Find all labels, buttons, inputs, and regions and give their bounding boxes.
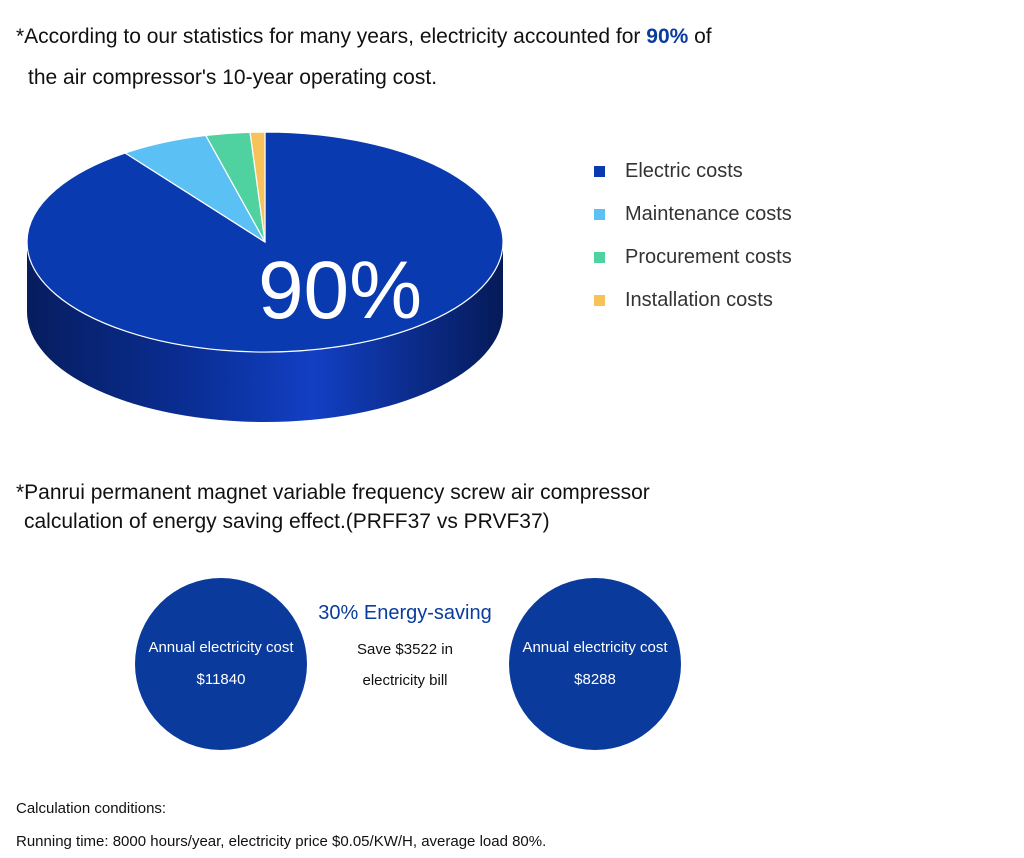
legend-swatch-installation: [594, 295, 605, 306]
pie-side-wall: [27, 242, 503, 422]
pie-side: [27, 242, 503, 422]
legend-item-maintenance: Maintenance costs: [590, 193, 792, 236]
after-cost-circle: Annual electricity cost $8288: [509, 578, 681, 750]
section2-line-2: calculation of energy saving effect.(PRF…: [24, 510, 550, 533]
before-cost-value: $11840: [196, 671, 246, 688]
legend-item-electric: Electric costs: [590, 150, 792, 193]
conditions-detail: Running time: 8000 hours/year, electrici…: [16, 833, 547, 850]
calculation-conditions: Calculation conditions: Running time: 80…: [16, 792, 546, 858]
savings-line-2: electricity bill: [362, 672, 448, 689]
legend-swatch-procurement: [594, 252, 605, 263]
legend-swatch-maintenance: [594, 209, 605, 220]
intro-line-1-prefix: *According to our statistics for many ye…: [16, 25, 647, 48]
after-cost-label: Annual electricity cost: [522, 639, 668, 656]
legend-label-procurement: Procurement costs: [625, 246, 792, 268]
legend-item-procurement: Procurement costs: [590, 236, 792, 279]
intro-accent-percent: 90%: [646, 25, 689, 48]
pie-slices: [26, 131, 504, 353]
intro-line-1: *According to our statistics for many ye…: [16, 16, 712, 57]
legend-label-installation: Installation costs: [625, 289, 773, 311]
before-cost-label: Annual electricity cost: [148, 639, 294, 656]
legend-item-installation: Installation costs: [590, 279, 792, 322]
intro-text: *According to our statistics for many ye…: [16, 16, 712, 98]
intro-line-1-suffix: of: [688, 25, 712, 48]
pie-chart: 90%: [26, 131, 504, 422]
section2-line-1: *Panrui permanent magnet variable freque…: [16, 481, 650, 504]
after-cost-value: $8288: [574, 671, 616, 688]
legend-label-maintenance: Maintenance costs: [625, 203, 792, 225]
intro-line-2: the air compressor's 10-year operating c…: [28, 66, 438, 89]
legend-label-electric: Electric costs: [625, 160, 743, 182]
savings-summary: 30% Energy-saving Save $3522 in electric…: [298, 600, 512, 696]
pie-center-label: 90%: [258, 245, 422, 336]
section2-heading: *Panrui permanent magnet variable freque…: [16, 478, 650, 536]
savings-headline: 30% Energy-saving: [318, 602, 492, 624]
legend: Electric costs Maintenance costs Procure…: [590, 150, 792, 322]
legend-swatch-electric: [594, 166, 605, 177]
savings-line-1: Save $3522 in: [357, 641, 453, 658]
slice-installation: [249, 131, 266, 243]
conditions-title: Calculation conditions:: [16, 800, 167, 817]
before-cost-circle: Annual electricity cost $11840: [135, 578, 307, 750]
